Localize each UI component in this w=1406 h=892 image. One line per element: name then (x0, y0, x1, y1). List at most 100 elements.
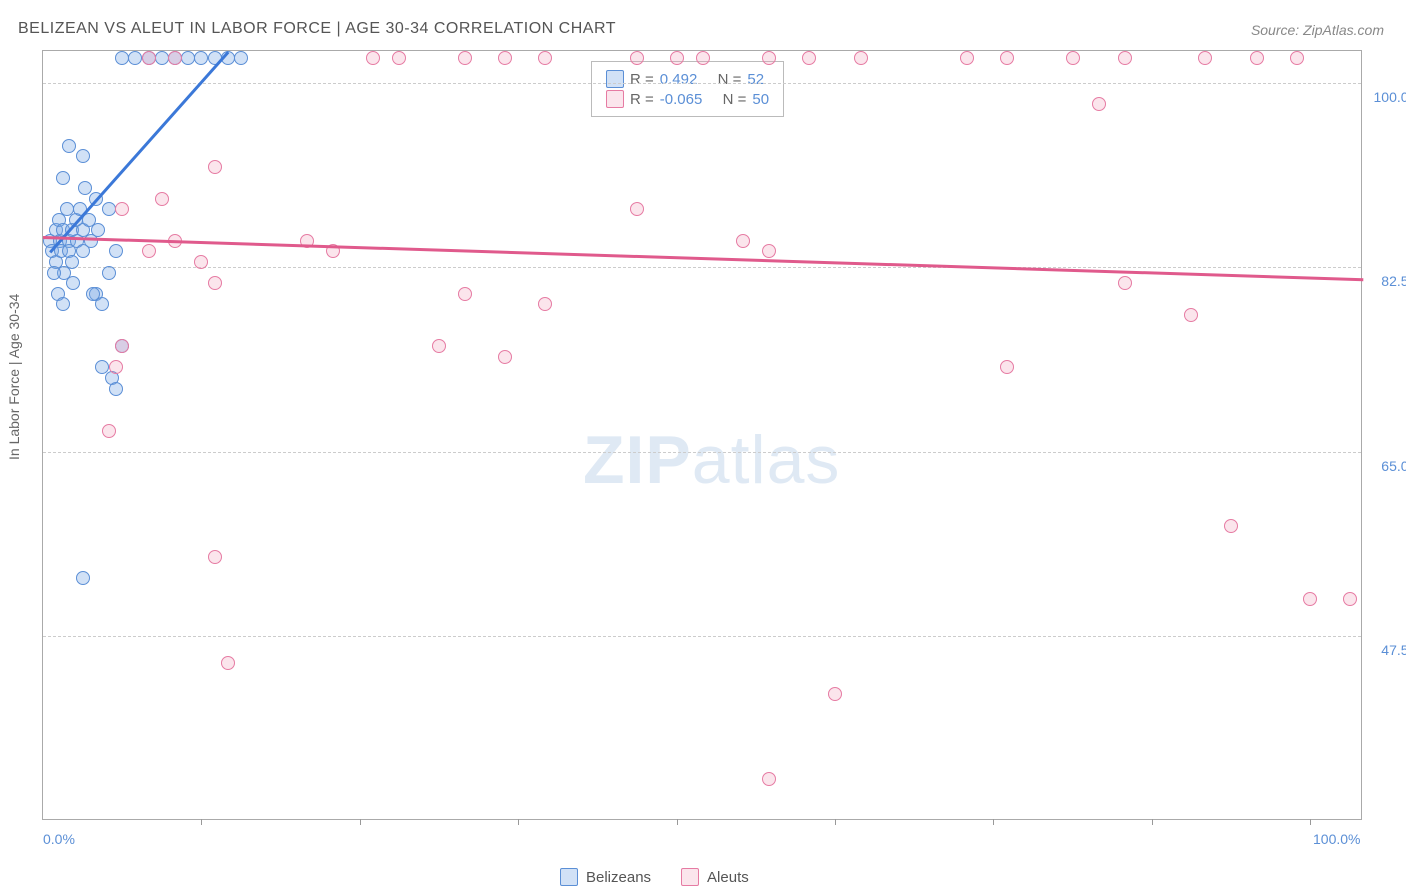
data-point (960, 51, 974, 65)
data-point (1198, 51, 1212, 65)
data-point (62, 139, 76, 153)
data-point (458, 51, 472, 65)
legend-item-aleuts: Aleuts (681, 868, 749, 886)
data-point (47, 266, 61, 280)
data-point (234, 51, 248, 65)
legend-row-aleuts: R = -0.065 N = 50 (606, 90, 769, 108)
x-tick-mark (1310, 819, 1311, 825)
data-point (736, 234, 750, 248)
data-point (56, 171, 70, 185)
n-label: N = (723, 91, 747, 108)
legend-item-belizeans: Belizeans (560, 868, 651, 886)
data-point (115, 202, 129, 216)
data-point (1092, 97, 1106, 111)
data-point (630, 51, 644, 65)
data-point (76, 571, 90, 585)
data-point (76, 149, 90, 163)
x-tick-mark (677, 819, 678, 825)
data-point (109, 360, 123, 374)
data-point (498, 51, 512, 65)
gridline (43, 83, 1361, 84)
scatter-chart: ZIPatlas R = 0.492 N = 52 R = -0.065 N =… (42, 50, 1362, 820)
data-point (762, 244, 776, 258)
n-value-blue: 52 (747, 71, 764, 88)
data-point (1184, 308, 1198, 322)
data-point (194, 255, 208, 269)
x-tick-mark (993, 819, 994, 825)
data-point (366, 51, 380, 65)
data-point (1000, 360, 1014, 374)
source-credit: Source: ZipAtlas.com (1251, 22, 1384, 38)
data-point (181, 51, 195, 65)
y-tick-label: 47.5% (1381, 642, 1406, 658)
x-tick-label: 0.0% (43, 831, 75, 847)
y-tick-label: 82.5% (1381, 273, 1406, 289)
swatch-blue (560, 868, 578, 886)
data-point (168, 51, 182, 65)
chart-title: BELIZEAN VS ALEUT IN LABOR FORCE | AGE 3… (18, 20, 616, 38)
swatch-pink (681, 868, 699, 886)
gridline (43, 267, 1361, 268)
data-point (142, 244, 156, 258)
watermark-bold: ZIP (583, 422, 692, 498)
x-tick-label: 100.0% (1313, 831, 1360, 847)
data-point (630, 202, 644, 216)
data-point (1250, 51, 1264, 65)
data-point (66, 276, 80, 290)
y-axis-label: In Labor Force | Age 30-34 (6, 294, 22, 460)
data-point (1224, 519, 1238, 533)
gridline (43, 452, 1361, 453)
data-point (1118, 276, 1132, 290)
data-point (115, 339, 129, 353)
data-point (208, 550, 222, 564)
data-point (109, 244, 123, 258)
data-point (221, 656, 235, 670)
data-point (102, 424, 116, 438)
data-point (91, 223, 105, 237)
r-label: R = (630, 71, 654, 88)
data-point (194, 51, 208, 65)
watermark-light: atlas (692, 422, 841, 498)
x-tick-mark (1152, 819, 1153, 825)
y-tick-label: 100.0% (1374, 89, 1406, 105)
gridline (43, 636, 1361, 637)
series-legend: Belizeans Aleuts (560, 868, 749, 886)
correlation-legend: R = 0.492 N = 52 R = -0.065 N = 50 (591, 61, 784, 117)
trend-line (43, 236, 1363, 281)
data-point (142, 51, 156, 65)
legend-label: Belizeans (586, 869, 651, 886)
data-point (762, 51, 776, 65)
data-point (102, 266, 116, 280)
legend-row-belizeans: R = 0.492 N = 52 (606, 70, 769, 88)
data-point (458, 287, 472, 301)
x-tick-mark (518, 819, 519, 825)
y-tick-label: 65.0% (1381, 458, 1406, 474)
r-label: R = (630, 91, 654, 108)
data-point (155, 51, 169, 65)
x-tick-mark (201, 819, 202, 825)
data-point (670, 51, 684, 65)
data-point (128, 51, 142, 65)
data-point (1290, 51, 1304, 65)
n-label: N = (718, 71, 742, 88)
data-point (109, 382, 123, 396)
data-point (696, 51, 710, 65)
data-point (1343, 592, 1357, 606)
data-point (86, 287, 100, 301)
legend-label: Aleuts (707, 869, 749, 886)
data-point (115, 51, 129, 65)
data-point (1303, 592, 1317, 606)
x-tick-mark (360, 819, 361, 825)
data-point (854, 51, 868, 65)
data-point (65, 255, 79, 269)
data-point (56, 297, 70, 311)
data-point (208, 276, 222, 290)
swatch-blue (606, 70, 624, 88)
data-point (802, 51, 816, 65)
watermark: ZIPatlas (583, 421, 840, 499)
data-point (102, 202, 116, 216)
data-point (828, 687, 842, 701)
data-point (1118, 51, 1132, 65)
data-point (95, 297, 109, 311)
data-point (155, 192, 169, 206)
